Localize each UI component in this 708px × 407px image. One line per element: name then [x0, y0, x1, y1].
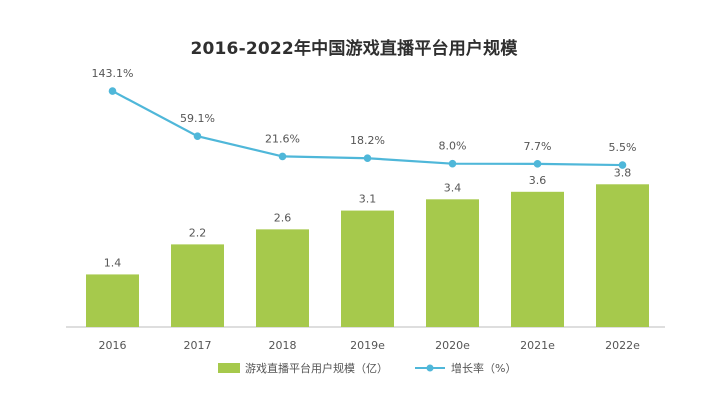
- growth-rate-point: [448, 159, 457, 168]
- growth-rate-label: 18.2%: [350, 134, 385, 147]
- legend-bar-label: 游戏直播平台用户规模（亿）: [245, 361, 388, 375]
- bar-value-label: 3.6: [529, 174, 547, 187]
- growth-rate-label: 143.1%: [92, 67, 134, 80]
- growth-rate-point: [278, 152, 287, 161]
- growth-rate-point: [193, 132, 202, 141]
- bar-2020e: [426, 199, 479, 327]
- x-tick-label: 2018: [269, 339, 297, 352]
- growth-rate-label: 8.0%: [439, 140, 467, 153]
- x-tick-label: 2021e: [520, 339, 555, 352]
- growth-rate-point: [363, 154, 372, 163]
- x-tick-label: 2022e: [605, 339, 640, 352]
- bar-2021e: [511, 191, 564, 327]
- bar-value-label: 3.1: [359, 193, 377, 206]
- legend-line-label: 增长率（%）: [451, 361, 516, 375]
- bar-value-label: 1.4: [104, 256, 122, 269]
- bar-2022e: [596, 184, 649, 327]
- bar-2018: [256, 229, 309, 327]
- growth-rate-label: 7.7%: [524, 140, 552, 153]
- growth-rate-label: 59.1%: [180, 112, 215, 125]
- bar-2019e: [341, 210, 394, 327]
- legend-bar-swatch: [218, 363, 240, 373]
- growth-rate-line: [111, 90, 623, 167]
- growth-rate-point: [533, 160, 542, 168]
- growth-rate-point: [108, 87, 117, 95]
- growth-rate-label: 21.6%: [265, 132, 300, 145]
- x-tick-label: 2017: [184, 339, 212, 352]
- bar-value-label: 3.8: [614, 166, 632, 179]
- growth-rate-label: 5.5%: [609, 141, 637, 154]
- growth-rate-point: [618, 161, 627, 169]
- bar-2017: [171, 244, 224, 327]
- bar-2016: [86, 274, 139, 327]
- x-tick-label: 2016: [99, 339, 127, 352]
- bar-value-label: 3.4: [444, 181, 462, 194]
- bar-value-label: 2.2: [189, 226, 207, 239]
- x-tick-label: 2020e: [435, 339, 470, 352]
- bar-value-label: 2.6: [274, 211, 292, 224]
- legend-line-marker: [426, 364, 434, 372]
- x-tick-label: 2019e: [350, 339, 385, 352]
- chart-title: 2016-2022年中国游戏直播平台用户规模: [190, 39, 518, 59]
